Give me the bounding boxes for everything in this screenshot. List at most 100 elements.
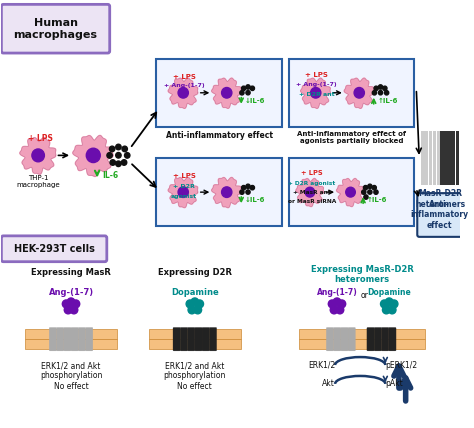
- Polygon shape: [212, 78, 241, 108]
- FancyBboxPatch shape: [1, 4, 109, 53]
- Circle shape: [336, 306, 344, 314]
- Polygon shape: [337, 178, 364, 207]
- FancyBboxPatch shape: [374, 327, 382, 351]
- Bar: [425, 131, 428, 185]
- Bar: [25, 339, 117, 349]
- Circle shape: [116, 161, 121, 166]
- Circle shape: [378, 90, 383, 95]
- Circle shape: [246, 184, 250, 188]
- FancyBboxPatch shape: [341, 327, 348, 351]
- Circle shape: [62, 300, 70, 308]
- Circle shape: [188, 306, 196, 314]
- Text: + Ang-(1-7): + Ang-(1-7): [164, 83, 204, 88]
- Circle shape: [86, 148, 100, 163]
- Bar: [299, 329, 425, 339]
- Circle shape: [390, 300, 398, 308]
- Circle shape: [122, 146, 128, 152]
- Circle shape: [330, 306, 338, 314]
- Circle shape: [70, 306, 78, 314]
- Bar: [448, 131, 452, 185]
- FancyBboxPatch shape: [195, 327, 202, 351]
- Polygon shape: [20, 137, 56, 174]
- Text: + LPS: + LPS: [173, 173, 196, 179]
- Circle shape: [67, 298, 75, 306]
- Circle shape: [196, 300, 203, 308]
- Text: or: or: [360, 291, 368, 300]
- Circle shape: [310, 87, 321, 98]
- Bar: [437, 131, 440, 185]
- FancyBboxPatch shape: [71, 327, 78, 351]
- Text: ↑IL-6: ↑IL-6: [378, 98, 398, 104]
- Circle shape: [381, 300, 388, 308]
- Text: + MasR ant: + MasR ant: [293, 190, 331, 195]
- Text: + LPS: + LPS: [27, 134, 53, 143]
- FancyBboxPatch shape: [289, 158, 414, 226]
- Circle shape: [383, 306, 390, 314]
- Text: Ang-(1-7): Ang-(1-7): [48, 288, 93, 297]
- Circle shape: [191, 298, 199, 306]
- Text: ERK1/2: ERK1/2: [308, 360, 335, 369]
- Text: Anti-inflammatory effect of
agonists partially blocked: Anti-inflammatory effect of agonists par…: [297, 131, 406, 143]
- Text: Expressing MasR: Expressing MasR: [31, 268, 111, 276]
- FancyBboxPatch shape: [156, 59, 282, 127]
- Text: ERK1/2 and Akt
phosphorylation
No effect: ERK1/2 and Akt phosphorylation No effect: [164, 361, 226, 391]
- Polygon shape: [344, 78, 374, 108]
- Text: ↓IL-6: ↓IL-6: [245, 98, 265, 104]
- Text: IL-6: IL-6: [102, 171, 118, 180]
- Circle shape: [250, 86, 255, 90]
- Text: Anti-
inflammatory
effect: Anti- inflammatory effect: [410, 200, 469, 230]
- Bar: [25, 329, 117, 339]
- FancyBboxPatch shape: [156, 158, 282, 226]
- Bar: [299, 339, 425, 349]
- Bar: [429, 131, 432, 185]
- Circle shape: [221, 187, 232, 197]
- Text: THP-1
macrophage: THP-1 macrophage: [16, 175, 60, 188]
- Text: + Ang-(1-7): + Ang-(1-7): [296, 82, 337, 87]
- FancyBboxPatch shape: [180, 327, 188, 351]
- Polygon shape: [73, 135, 113, 176]
- Bar: [433, 131, 436, 185]
- Circle shape: [246, 85, 250, 89]
- Text: Akt: Akt: [322, 379, 335, 388]
- Circle shape: [372, 185, 376, 190]
- Circle shape: [368, 184, 372, 188]
- Circle shape: [64, 306, 72, 314]
- Bar: [149, 329, 241, 339]
- Bar: [440, 131, 444, 185]
- Circle shape: [250, 185, 255, 190]
- Circle shape: [328, 300, 336, 308]
- Circle shape: [121, 160, 127, 165]
- Text: pERK1/2: pERK1/2: [385, 360, 418, 369]
- FancyBboxPatch shape: [289, 59, 414, 127]
- Circle shape: [385, 298, 393, 306]
- Circle shape: [305, 187, 315, 197]
- FancyBboxPatch shape: [1, 236, 107, 262]
- Circle shape: [116, 144, 121, 150]
- Circle shape: [354, 87, 365, 98]
- FancyBboxPatch shape: [326, 327, 334, 351]
- Text: ERK1/2 and Akt
phosphorylation
No effect: ERK1/2 and Akt phosphorylation No effect: [40, 361, 102, 391]
- Circle shape: [246, 90, 250, 95]
- FancyBboxPatch shape: [348, 327, 356, 351]
- Circle shape: [384, 91, 389, 95]
- Text: Anti-inflammatory effect: Anti-inflammatory effect: [165, 131, 273, 140]
- FancyBboxPatch shape: [367, 327, 374, 351]
- Circle shape: [221, 87, 232, 98]
- Text: or MasR siRNA: or MasR siRNA: [288, 199, 336, 204]
- Text: Expressing D2R: Expressing D2R: [158, 268, 232, 276]
- Circle shape: [362, 190, 366, 194]
- Circle shape: [109, 146, 115, 152]
- Circle shape: [364, 185, 368, 190]
- Circle shape: [246, 190, 250, 194]
- Text: HEK-293T cells: HEK-293T cells: [14, 244, 94, 254]
- Polygon shape: [168, 178, 198, 208]
- Circle shape: [72, 300, 80, 308]
- Circle shape: [116, 152, 121, 158]
- Text: + D2R: + D2R: [173, 184, 195, 189]
- Circle shape: [372, 91, 376, 95]
- FancyBboxPatch shape: [78, 327, 86, 351]
- Text: Ang-(1-7): Ang-(1-7): [317, 288, 357, 297]
- Circle shape: [110, 160, 116, 165]
- Bar: [452, 131, 456, 185]
- Circle shape: [388, 306, 396, 314]
